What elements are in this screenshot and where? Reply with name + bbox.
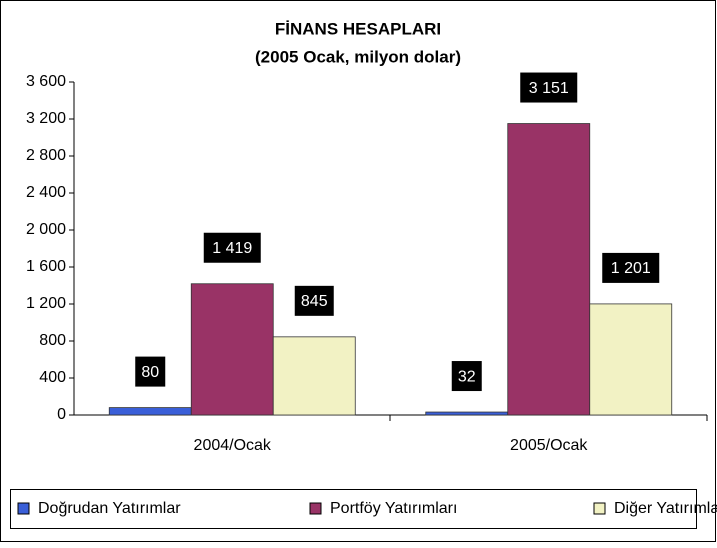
legend-box (10, 489, 697, 529)
value-label: 3 151 (529, 80, 569, 97)
chart-subtitle: (2005 Ocak, milyon dolar) (255, 47, 461, 66)
bar (589, 303, 673, 416)
value-label: 32 (458, 368, 476, 385)
value-label-box (602, 252, 660, 283)
bar (190, 283, 274, 416)
y-tick-label: 0 (57, 406, 66, 423)
y-tick-label: 400 (39, 369, 66, 386)
x-tick-label: 2004/Ocak (194, 437, 272, 454)
legend-label: Portföy Yatırımları (330, 500, 457, 517)
legend-swatch (593, 502, 606, 515)
legend-swatch (17, 502, 30, 515)
y-tick-label: 1 200 (26, 295, 66, 312)
legend-label: Diğer Yatırımlar (614, 500, 717, 517)
legend-swatch (309, 502, 322, 515)
chart-title: FİNANS HESAPLARI (275, 19, 441, 38)
value-label: 1 419 (212, 240, 252, 257)
value-label-box (135, 356, 166, 387)
bar (108, 407, 192, 416)
bar (425, 411, 509, 416)
value-label: 1 201 (611, 260, 651, 277)
y-tick-label: 1 600 (26, 258, 66, 275)
bar (507, 123, 591, 416)
y-tick-label: 2 800 (26, 147, 66, 164)
value-label: 80 (141, 364, 159, 381)
y-tick-label: 2 400 (26, 184, 66, 201)
value-label-box (451, 361, 482, 392)
bar (272, 336, 356, 416)
value-label-box (294, 285, 334, 316)
value-label-box (203, 232, 261, 263)
x-tick-label: 2005/Ocak (510, 437, 588, 454)
value-label: 845 (301, 293, 328, 310)
legend-label: Doğrudan Yatırımlar (38, 500, 181, 517)
y-tick-label: 800 (39, 332, 66, 349)
y-tick-label: 3 200 (26, 110, 66, 127)
value-label-box (520, 72, 578, 103)
y-tick-label: 3 600 (26, 73, 66, 90)
y-tick-label: 2 000 (26, 221, 66, 238)
